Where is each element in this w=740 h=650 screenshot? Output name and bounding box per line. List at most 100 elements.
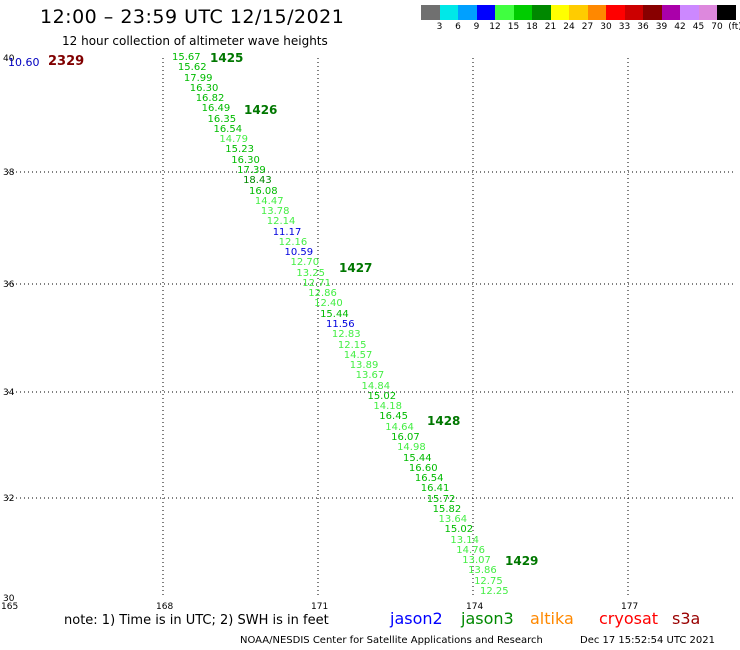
swh-value: 12.86 (308, 288, 337, 300)
color-swatch (680, 5, 699, 20)
swh-value: 13.64 (438, 514, 468, 526)
swh-value: 12.71 (302, 277, 331, 289)
color-scale-label: 21 (544, 22, 557, 32)
footer-credit: NOAA/NESDIS Center for Satellite Applica… (240, 635, 543, 646)
satellite-legend-altika: altika (530, 609, 574, 628)
color-scale-label: 3 (436, 22, 443, 32)
map-title: 12:00 – 23:59 UTC 12/15/2021 (40, 6, 345, 28)
swh-value: 14.76 (456, 544, 485, 556)
swh-value: 12.70 (290, 257, 320, 269)
swh-value: 11.17 (272, 226, 302, 238)
color-scale-label: 18 (526, 22, 538, 32)
swh-value: 15.02 (444, 524, 474, 536)
latitude-label: 36 (3, 280, 15, 290)
swh-value: 16.82 (195, 93, 225, 105)
satellite-legend-s3a: s3a (672, 609, 701, 628)
color-swatch (439, 5, 458, 20)
color-swatch (513, 5, 532, 20)
satellite-legend-jason2: jason2 (390, 609, 443, 628)
swh-value: 16.60 (408, 462, 438, 474)
swh-value: 15.67 (172, 52, 201, 63)
swh-value: 13.67 (355, 370, 385, 382)
swh-value: 15.02 (367, 390, 397, 402)
color-scale-label: 70 (711, 22, 723, 32)
swh-value: 12.15 (337, 339, 367, 351)
latitude-label: 38 (3, 168, 15, 178)
satellite-legend-jason3: jason3 (461, 609, 514, 628)
longitude-label: 168 (156, 602, 173, 612)
color-scale-label: 30 (600, 22, 612, 32)
color-scale-label: 15 (507, 22, 520, 32)
swh-value: 12.16 (278, 236, 308, 248)
color-swatch (624, 5, 643, 20)
longitude-label: 174 (466, 602, 483, 612)
swh-value: 10.59 (284, 247, 314, 259)
color-scale-label: 12 (489, 22, 501, 32)
swh-value: 16.35 (207, 113, 237, 125)
color-swatch (569, 5, 588, 20)
swh-value: 13.86 (468, 565, 497, 577)
swh-value: 15.82 (432, 503, 462, 515)
color-swatch (606, 5, 625, 20)
color-swatch (421, 5, 440, 20)
swh-value: 14.98 (397, 442, 426, 454)
color-swatch (476, 5, 495, 20)
swh-value: 15.72 (426, 493, 456, 505)
color-scale-label: 42 (674, 22, 686, 32)
latitude-label: 34 (3, 388, 15, 398)
swh-value: 14.47 (254, 195, 284, 207)
swh-value: 13.07 (462, 555, 491, 567)
swh-value: 14.84 (361, 380, 391, 392)
swh-value: 16.49 (201, 103, 231, 115)
color-swatch (587, 5, 606, 20)
corner-rev-label: 2329 (48, 54, 85, 69)
swh-value: 14.18 (373, 401, 403, 413)
swh-value: 13.25 (296, 267, 326, 279)
swh-value: 13.14 (450, 534, 480, 546)
swh-value: 12.25 (480, 586, 509, 597)
swh-value: 16.54 (414, 473, 444, 485)
swh-value: 11.56 (326, 319, 355, 330)
color-swatch (698, 5, 717, 20)
color-swatch (643, 5, 662, 20)
map-subtitle: 12 hour collection of altimeter wave hei… (62, 34, 328, 48)
color-scale-bar (421, 5, 736, 20)
footer-timestamp: Dec 17 15:52:54 UTC 2021 (580, 635, 715, 646)
rev-number-label: 1429 (505, 554, 539, 568)
swh-value: 15.62 (177, 62, 207, 74)
color-scale-label: 45 (692, 22, 705, 32)
color-swatch (550, 5, 569, 20)
swh-value: 12.14 (266, 216, 296, 228)
latitude-label: 30 (3, 594, 15, 604)
corner-swh-value: 10.60 (8, 56, 40, 69)
color-scale-label: 9 (473, 22, 480, 32)
swh-value: 17.99 (183, 72, 213, 84)
swh-value: 12.75 (474, 575, 503, 587)
swh-value: 13.89 (349, 360, 379, 372)
swh-value: 16.08 (249, 185, 278, 197)
longitude-label: 165 (1, 602, 18, 612)
swh-value: 12.40 (314, 298, 343, 310)
swh-value: 16.30 (189, 82, 219, 94)
color-scale-label: 36 (637, 22, 649, 32)
swh-value: 16.41 (420, 483, 450, 495)
rev-number-label: 1427 (339, 261, 373, 275)
color-swatch (661, 5, 680, 20)
latitude-label: 40 (3, 54, 15, 64)
rev-number-label: 1428 (427, 414, 461, 428)
color-scale-label: 6 (455, 22, 461, 32)
color-scale-label: 24 (563, 22, 575, 32)
color-scale-label: 33 (618, 22, 631, 32)
swh-value: 15.23 (225, 144, 254, 156)
color-scale-unit: (ft) (728, 22, 740, 32)
swh-value: 16.30 (231, 154, 260, 166)
swh-value: 13.78 (260, 206, 290, 218)
swh-value: 14.79 (219, 134, 249, 146)
color-swatch (532, 5, 551, 20)
color-swatch (717, 5, 736, 20)
color-swatch (458, 5, 477, 20)
note-text: note: 1) Time is in UTC; 2) SWH is in fe… (64, 613, 329, 628)
swh-value: 15.44 (403, 452, 432, 464)
color-scale-label: 27 (581, 22, 594, 32)
